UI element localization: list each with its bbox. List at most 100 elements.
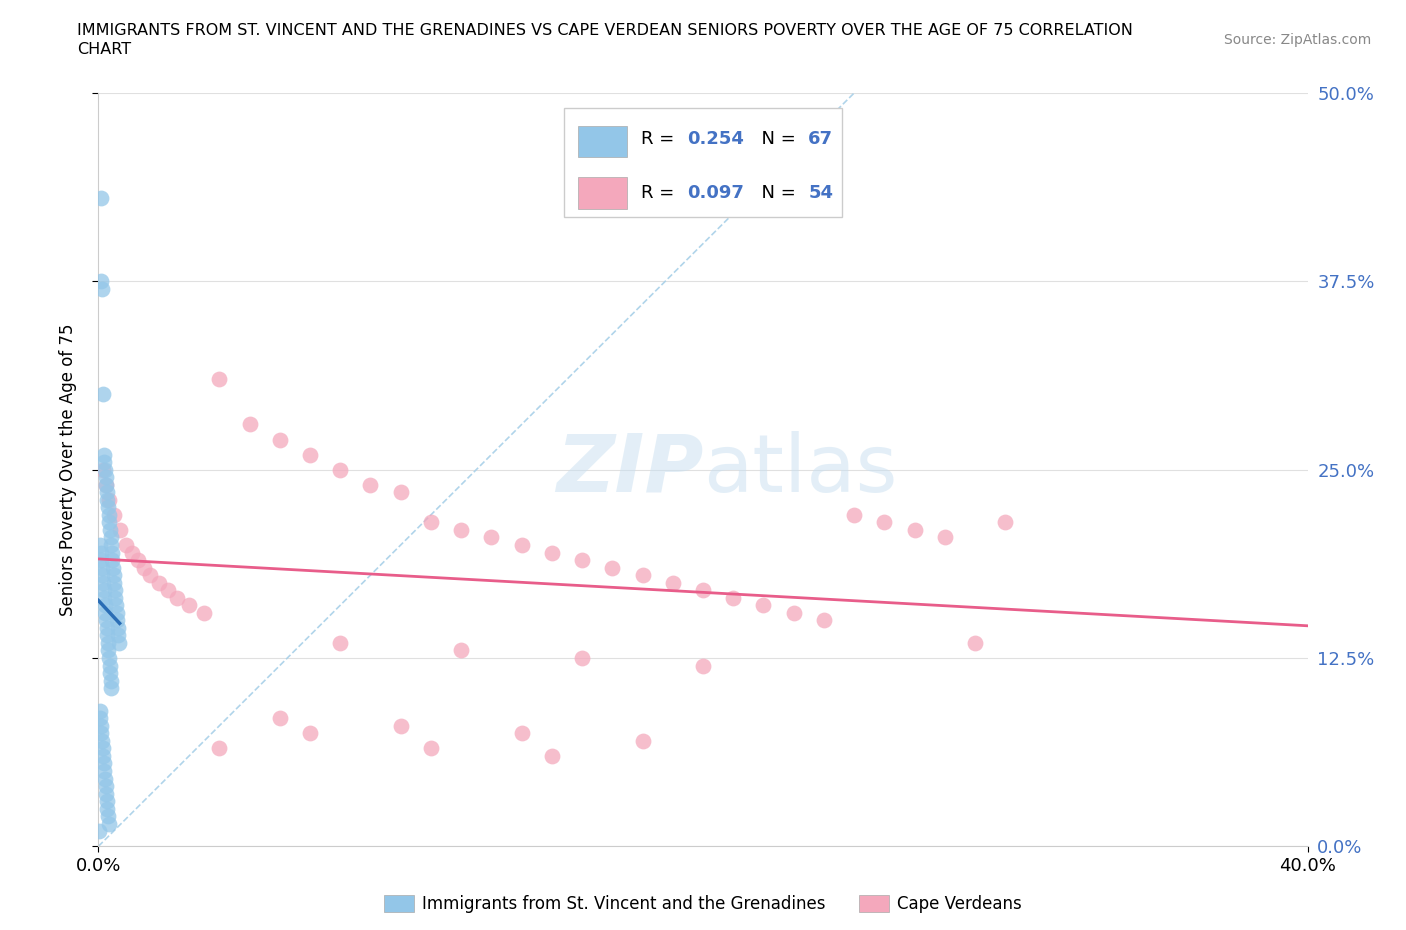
Point bbox=[89, 538, 111, 552]
Point bbox=[965, 635, 987, 650]
Point bbox=[783, 605, 806, 620]
Point bbox=[299, 447, 322, 462]
Point bbox=[844, 508, 866, 523]
Point bbox=[450, 523, 472, 538]
Point bbox=[96, 793, 118, 808]
Point bbox=[108, 523, 131, 538]
Text: 67: 67 bbox=[808, 129, 834, 148]
Point bbox=[90, 718, 112, 733]
Point bbox=[101, 560, 124, 575]
Point bbox=[107, 620, 129, 635]
Point bbox=[94, 462, 117, 477]
Point bbox=[89, 703, 111, 718]
Point bbox=[692, 658, 714, 673]
Point bbox=[100, 545, 122, 560]
Point bbox=[269, 432, 291, 447]
Point bbox=[114, 538, 136, 552]
Point bbox=[90, 274, 112, 289]
Point bbox=[103, 575, 125, 591]
Point bbox=[103, 567, 125, 582]
Point bbox=[360, 477, 382, 492]
Point bbox=[98, 492, 121, 507]
Point bbox=[91, 462, 114, 477]
Point bbox=[96, 628, 118, 643]
Text: 54: 54 bbox=[808, 184, 834, 202]
Point bbox=[93, 591, 115, 605]
FancyBboxPatch shape bbox=[578, 126, 627, 157]
Point bbox=[98, 523, 121, 538]
Point bbox=[752, 598, 775, 613]
Point bbox=[96, 492, 118, 507]
Text: CHART: CHART bbox=[77, 42, 131, 57]
Point bbox=[90, 191, 112, 206]
Point bbox=[98, 666, 121, 681]
Point bbox=[94, 771, 117, 786]
Point bbox=[103, 508, 125, 523]
Point bbox=[101, 552, 124, 567]
Point bbox=[93, 583, 115, 598]
Point bbox=[91, 749, 114, 764]
Point bbox=[96, 802, 118, 817]
Point bbox=[94, 605, 117, 620]
Text: N =: N = bbox=[751, 184, 801, 202]
Point bbox=[631, 567, 654, 582]
Point bbox=[631, 734, 654, 749]
Point bbox=[994, 515, 1017, 530]
Text: R =: R = bbox=[641, 184, 681, 202]
Text: atlas: atlas bbox=[703, 431, 897, 509]
Point bbox=[94, 470, 117, 485]
Point bbox=[91, 734, 114, 749]
Point bbox=[661, 575, 683, 591]
Point bbox=[97, 500, 120, 515]
Text: Source: ZipAtlas.com: Source: ZipAtlas.com bbox=[1223, 33, 1371, 46]
Point bbox=[107, 628, 129, 643]
Point bbox=[269, 711, 291, 725]
Point bbox=[329, 635, 352, 650]
Point bbox=[108, 635, 131, 650]
FancyBboxPatch shape bbox=[564, 108, 842, 218]
Text: ZIP: ZIP bbox=[555, 431, 703, 509]
Point bbox=[98, 515, 121, 530]
Text: 0.097: 0.097 bbox=[688, 184, 744, 202]
FancyBboxPatch shape bbox=[578, 177, 627, 208]
Point bbox=[97, 508, 120, 523]
Point bbox=[193, 605, 215, 620]
Point bbox=[179, 598, 201, 613]
Point bbox=[90, 552, 112, 567]
Point bbox=[94, 778, 117, 793]
Point bbox=[98, 658, 121, 673]
Text: IMMIGRANTS FROM ST. VINCENT AND THE GRENADINES VS CAPE VERDEAN SENIORS POVERTY O: IMMIGRANTS FROM ST. VINCENT AND THE GREN… bbox=[77, 23, 1133, 38]
Point bbox=[89, 711, 111, 725]
Point bbox=[90, 560, 112, 575]
Legend: Immigrants from St. Vincent and the Grenadines, Cape Verdeans: Immigrants from St. Vincent and the Gren… bbox=[377, 888, 1029, 920]
Point bbox=[540, 545, 562, 560]
Point bbox=[91, 567, 114, 582]
Point bbox=[127, 552, 149, 567]
Point bbox=[389, 485, 412, 499]
Point bbox=[93, 447, 115, 462]
Point bbox=[692, 583, 714, 598]
Point bbox=[156, 583, 179, 598]
Point bbox=[934, 530, 956, 545]
Point bbox=[571, 651, 593, 666]
Point bbox=[389, 718, 412, 733]
Point bbox=[100, 673, 122, 688]
Point bbox=[329, 462, 352, 477]
Text: R =: R = bbox=[641, 129, 681, 148]
Point bbox=[96, 485, 118, 499]
Point bbox=[208, 741, 231, 756]
Point bbox=[97, 635, 120, 650]
Point bbox=[813, 613, 835, 628]
Point bbox=[148, 575, 170, 591]
Point bbox=[100, 530, 122, 545]
Point bbox=[121, 545, 143, 560]
Point bbox=[420, 741, 443, 756]
Point bbox=[104, 583, 127, 598]
Point bbox=[96, 620, 118, 635]
Point bbox=[481, 530, 503, 545]
Point bbox=[91, 282, 114, 297]
Point bbox=[132, 560, 155, 575]
Point bbox=[93, 764, 115, 778]
Point bbox=[723, 591, 745, 605]
Text: 0.254: 0.254 bbox=[688, 129, 744, 148]
